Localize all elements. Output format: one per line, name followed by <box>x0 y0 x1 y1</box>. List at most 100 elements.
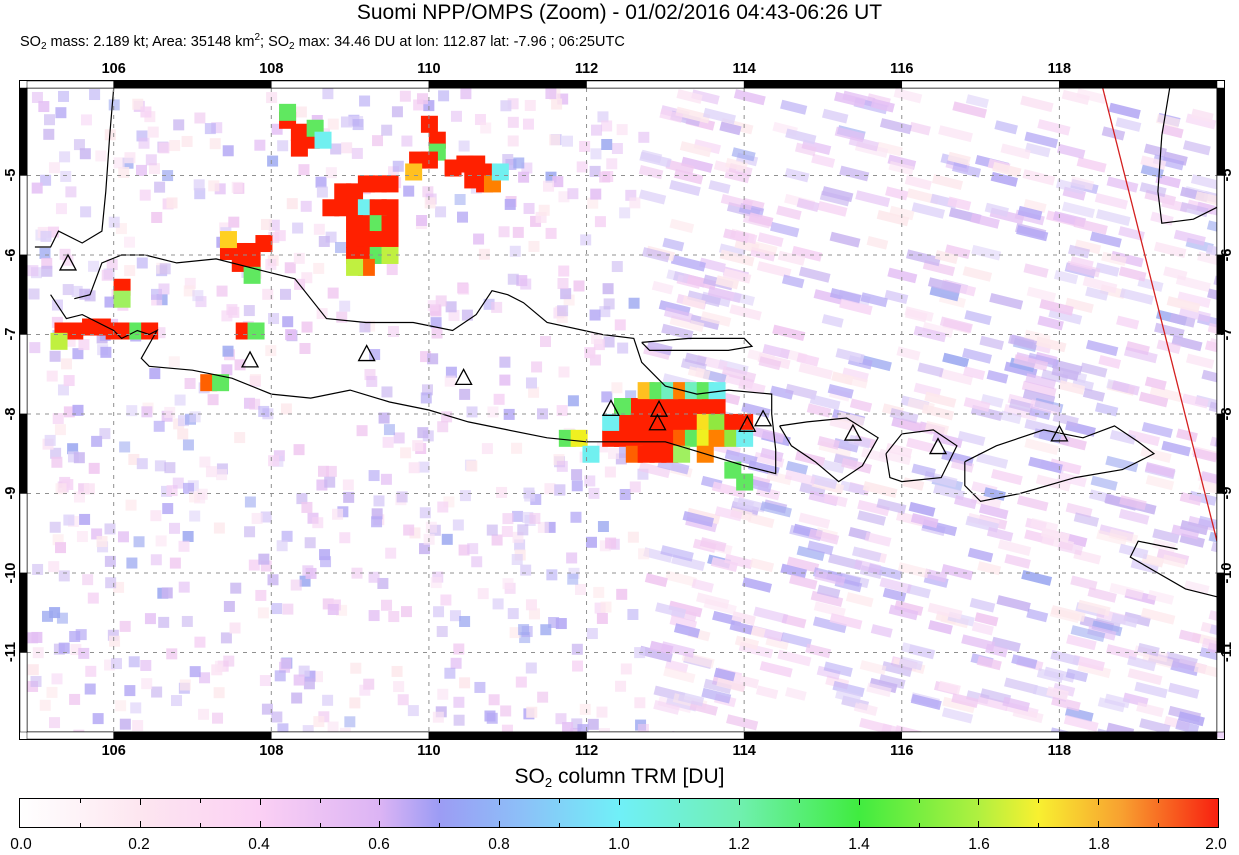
volcano-triangle-icon <box>738 414 757 432</box>
coastline-lombok <box>885 429 958 483</box>
swath-edge-line <box>1102 87 1218 542</box>
volcano-triangle-icon <box>843 423 862 441</box>
so2-pixel <box>219 231 237 249</box>
map-canvas[interactable] <box>19 80 1225 740</box>
frame-bar-bottom <box>428 731 587 740</box>
y-tick-label-right: -5 <box>1219 169 1235 182</box>
page-title: Suomi NPP/OMPS (Zoom) - 01/02/2016 04:43… <box>356 1 883 24</box>
so2-pixel <box>708 398 726 416</box>
colorbar-label: 0.8 <box>488 836 510 853</box>
so2-pixel <box>212 374 230 392</box>
so2-pixel <box>113 290 131 308</box>
so2-map[interactable] <box>19 80 1225 740</box>
coastline-bali <box>779 417 879 483</box>
frame-bar-bottom <box>743 731 903 740</box>
colorbar-tick <box>619 821 620 827</box>
colorbar-tick <box>319 799 321 803</box>
colorbar-tick <box>858 821 860 827</box>
frame-bar-top <box>271 80 430 89</box>
x-tick-label-top: 118 <box>1047 61 1072 77</box>
colorbar-label: 1.2 <box>728 836 750 853</box>
y-tick-label-right: -8 <box>1219 407 1235 421</box>
colorbar-tick <box>619 799 620 805</box>
colorbar-tick <box>918 799 920 803</box>
colorbar-tick <box>139 799 141 805</box>
colorbar-label: 1.4 <box>848 836 870 853</box>
frame-bar-top <box>1059 80 1218 89</box>
colorbar-tick <box>79 823 81 827</box>
so2-pixel <box>381 175 399 193</box>
colorbar-tick <box>978 799 980 805</box>
frame-bar-top <box>586 80 745 89</box>
so2-pixel <box>381 215 399 233</box>
x-tick-label-bottom: 114 <box>732 743 756 759</box>
y-tick-label-right: -9 <box>1219 487 1235 500</box>
coastline-madura <box>641 337 754 351</box>
volcano-triangle-icon <box>454 368 473 386</box>
coastline-java <box>50 254 777 475</box>
colorbar-tick <box>319 823 321 827</box>
x-tick-label-bottom: 110 <box>417 743 441 759</box>
colorbar-tick <box>738 821 740 827</box>
colorbar-tick <box>559 799 561 803</box>
colorbar-label: 0.2 <box>128 836 150 853</box>
so2-pixel <box>491 163 509 181</box>
colorbar-tick <box>738 799 740 805</box>
frame-bar-top <box>428 80 587 89</box>
x-tick-label-top: 116 <box>890 61 914 77</box>
colorbar-label: 2.0 <box>1205 836 1227 853</box>
so2-stats-line: SO2 mass: 2.189 kt; Area: 35148 km2; SO2… <box>20 32 625 52</box>
so2-pixel <box>708 413 726 431</box>
colorbar-label: 1.6 <box>968 836 990 853</box>
frame-bar-top <box>113 80 272 89</box>
colorbar-label: 0.6 <box>368 836 390 853</box>
volcano-triangle-icon <box>58 253 78 271</box>
frame-bar-left <box>19 175 28 256</box>
colorbar-tick <box>678 823 680 827</box>
x-tick-label-bottom: 116 <box>890 743 914 759</box>
colorbar-tick <box>559 823 561 827</box>
colorbar-label: 1.0 <box>608 836 630 853</box>
so2-pixel <box>243 266 261 284</box>
so2-pixel <box>247 322 265 340</box>
frame-bar-bottom <box>1059 731 1218 740</box>
so2-pixel <box>279 103 297 121</box>
so2-pixel <box>614 398 631 416</box>
colorbar-tick <box>439 823 441 827</box>
so2-max-value: max: 34.46 DU at lon: 112.87 lat: -7.96 … <box>298 34 625 50</box>
frame-bar-top <box>743 80 903 89</box>
y-tick-label-left: -9 <box>3 487 19 500</box>
y-tick-label-right: -7 <box>1219 328 1235 341</box>
frame-bar-left <box>19 254 28 335</box>
y-tick-label-left: -8 <box>3 407 19 421</box>
coastline-sumatra <box>34 87 115 248</box>
y-tick-label-right: -11 <box>1219 642 1235 663</box>
so2-pixel <box>66 322 84 340</box>
so2-pixel <box>582 445 600 463</box>
so2-pixel <box>314 131 332 149</box>
y-tick-label-left: -7 <box>3 328 19 341</box>
coastline-sumba <box>1129 540 1218 598</box>
so2-pixel <box>50 332 68 350</box>
colorbar-title: SO2 column TRM [DU] <box>514 765 725 790</box>
colorbar-tick <box>798 799 800 803</box>
colorbar-label: 0.4 <box>248 836 270 853</box>
frame-bar-top <box>901 80 1060 89</box>
volcano-triangle-icon <box>601 399 621 417</box>
x-tick-label-bottom: 112 <box>574 743 599 759</box>
volcano-triangle-icon <box>240 350 260 368</box>
coastline-sumbawa <box>964 425 1156 503</box>
x-tick-label-bottom: 118 <box>1047 743 1072 759</box>
frame-bar-bottom <box>26 731 114 740</box>
volcano-triangle-icon <box>357 344 376 362</box>
java-sea-plume-west <box>219 231 273 284</box>
colorbar-tick <box>439 799 441 803</box>
colorbar-tick <box>918 823 920 827</box>
colorbar-tick <box>259 799 261 805</box>
so2-mass-label: SO <box>20 34 41 50</box>
coastline-sulawesi <box>1157 87 1218 224</box>
volcano-triangle-icon <box>928 437 948 455</box>
frame-bar-bottom <box>901 731 1060 740</box>
y-tick-label-left: -11 <box>3 642 19 663</box>
colorbar-tick <box>379 821 381 827</box>
